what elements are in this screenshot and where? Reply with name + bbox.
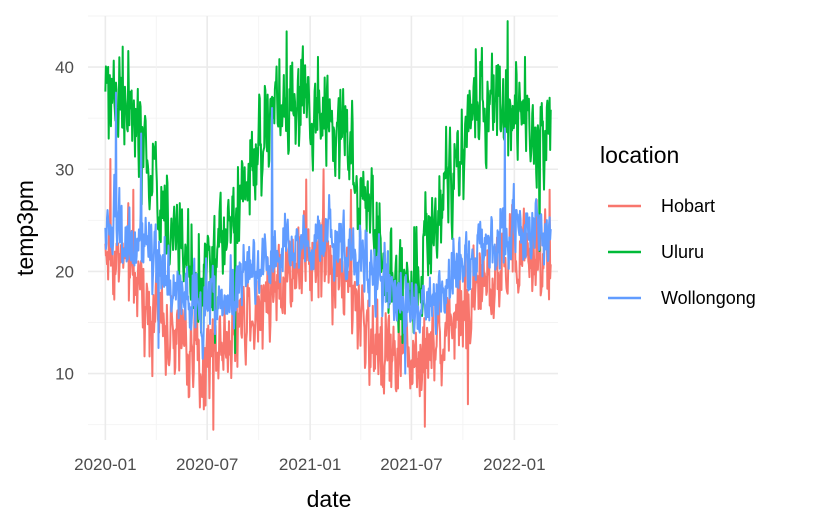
legend-label: Uluru bbox=[661, 242, 704, 262]
legend-entries: Hobart Uluru Wollongong bbox=[608, 196, 756, 308]
legend-label: Hobart bbox=[661, 196, 715, 216]
series-line-wollongong bbox=[104, 91, 552, 375]
x-tick-label: 2020-07 bbox=[176, 455, 238, 474]
legend-item-wollongong: Wollongong bbox=[608, 288, 756, 308]
y-axis-ticks: 10 20 30 40 bbox=[55, 58, 74, 384]
series-lines bbox=[104, 20, 552, 431]
legend-label: Wollongong bbox=[661, 288, 756, 308]
series-line-uluru bbox=[104, 20, 552, 355]
y-tick-label: 30 bbox=[55, 160, 74, 179]
legend-item-hobart: Hobart bbox=[608, 196, 715, 216]
y-axis-title: temp3pm bbox=[12, 180, 38, 276]
x-axis-title: date bbox=[307, 486, 352, 512]
legend: location Hobart Uluru Wollongong bbox=[600, 142, 756, 308]
y-tick-label: 10 bbox=[55, 365, 74, 384]
x-tick-label: 2020-01 bbox=[74, 455, 136, 474]
x-tick-label: 2021-01 bbox=[279, 455, 341, 474]
legend-item-uluru: Uluru bbox=[608, 242, 704, 262]
legend-title: location bbox=[600, 142, 679, 168]
y-tick-label: 20 bbox=[55, 262, 74, 281]
x-tick-label: 2022-01 bbox=[483, 455, 545, 474]
x-axis-ticks: 2020-01 2020-07 2021-01 2021-07 2022-01 bbox=[74, 455, 545, 474]
x-tick-label: 2021-07 bbox=[380, 455, 442, 474]
y-tick-label: 40 bbox=[55, 58, 74, 77]
